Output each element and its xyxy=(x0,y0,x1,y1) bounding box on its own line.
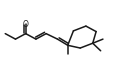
Text: O: O xyxy=(23,20,28,28)
